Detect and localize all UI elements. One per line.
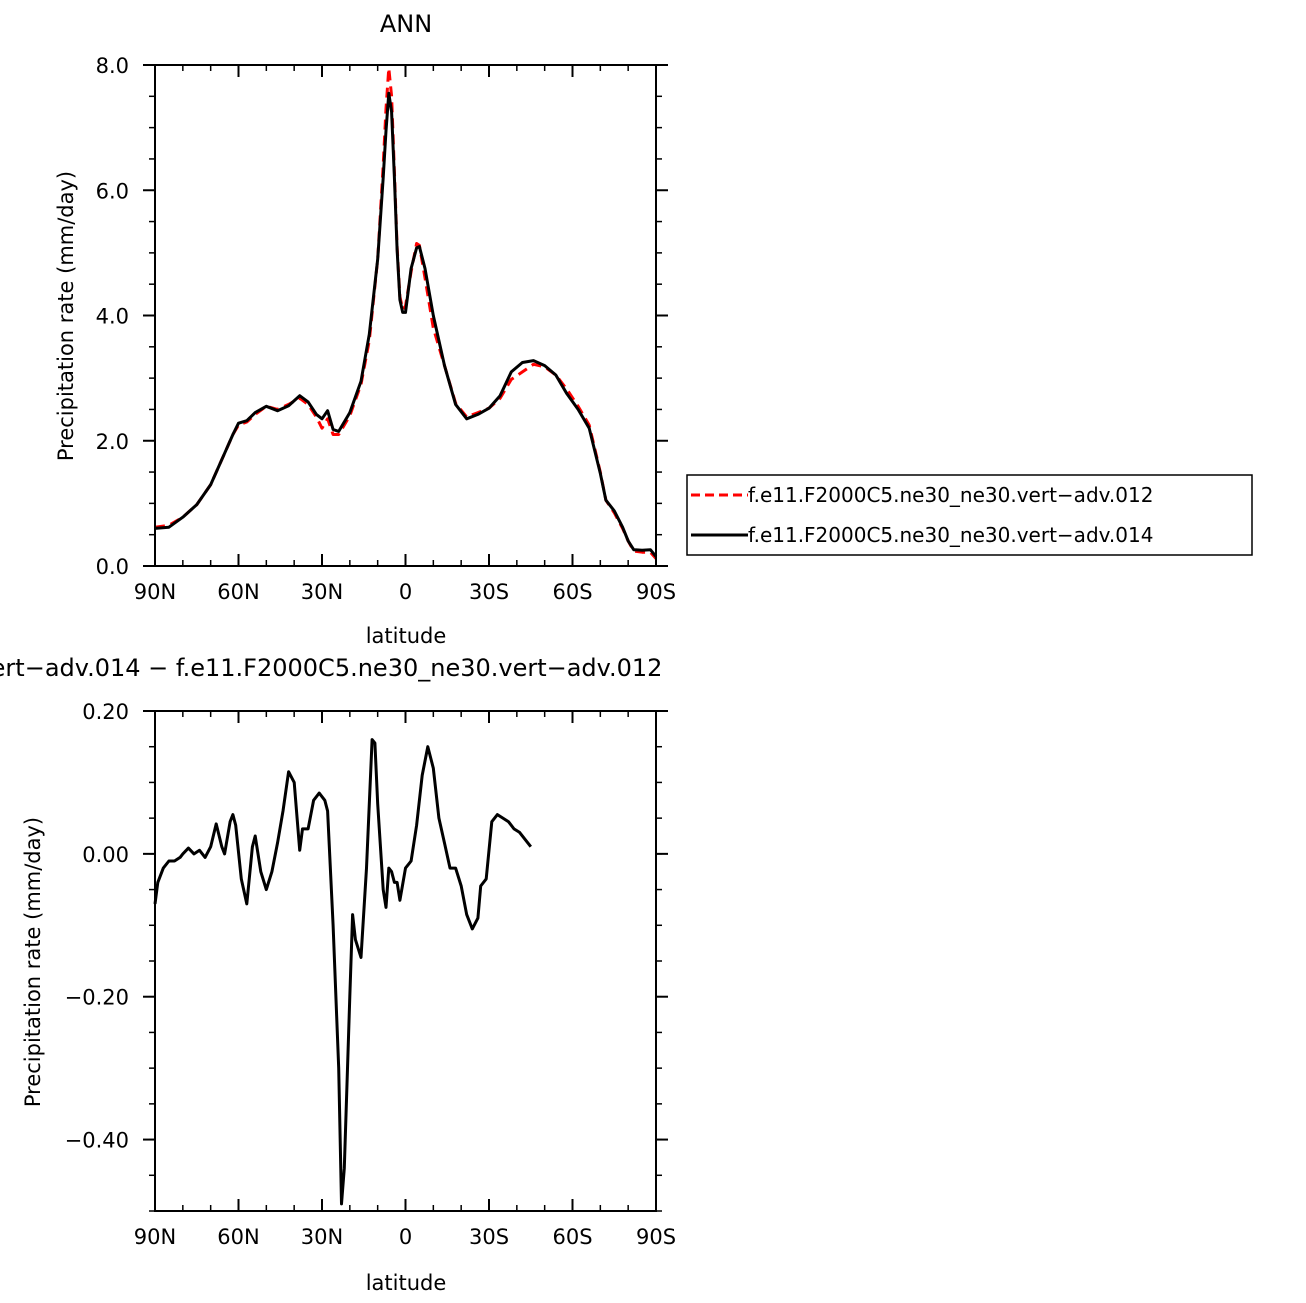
top-x-tick-label: 60N xyxy=(217,580,259,604)
bottom-chart-ylabel: Precipitation rate (mm/day) xyxy=(21,817,45,1107)
bottom-chart-xlabel: latitude xyxy=(366,1271,447,1295)
bottom-plot-frame xyxy=(154,710,657,1212)
bottom-series-lines xyxy=(153,738,532,1206)
bottom-x-tick-label: 0 xyxy=(399,1225,412,1249)
top-y-tick-label: 2.0 xyxy=(96,430,129,454)
legend-entry-1: f.e11.F2000C5.ne30_ne30.vert−adv.012 xyxy=(748,483,1153,507)
top-y-tick-label: 6.0 xyxy=(96,179,129,203)
top-chart-xlabel: latitude xyxy=(366,624,447,648)
bottom-series-line-1 xyxy=(153,738,532,1206)
top-x-tick-label: 30N xyxy=(301,580,343,604)
top-x-tick-label: 60S xyxy=(552,580,592,604)
bottom-x-tick-label: 90N xyxy=(134,1225,176,1249)
bottom-y-tick-label: 0.00 xyxy=(82,843,129,867)
bottom-x-tick-label: 60N xyxy=(217,1225,259,1249)
top-series-lines xyxy=(154,66,658,560)
top-x-tick-label: 90S xyxy=(636,580,676,604)
top-y-tick-label: 8.0 xyxy=(96,54,129,78)
top-y-tick-label: 4.0 xyxy=(96,305,129,329)
bottom-x-tick-label: 60S xyxy=(552,1225,592,1249)
top-chart-title: ANN xyxy=(380,10,432,38)
legend-box xyxy=(686,474,1253,556)
bottom-chart: f.e11.F2000C5.ne30_ne30.vert−adv.014 − f… xyxy=(0,654,676,1295)
bottom-x-tick-label: 30N xyxy=(301,1225,343,1249)
top-y-tick-label: 0.0 xyxy=(96,555,129,579)
bottom-x-tick-label: 90S xyxy=(636,1225,676,1249)
top-chart: ANN 90N 60N 30N 0 30S 60S 90S 0.0 2.0 4.0 6.0 8.0 l… xyxy=(54,10,676,648)
top-ticks: 90N 60N 30N 0 30S 60S 90S 0.0 2.0 4.0 6.0 8.0 xyxy=(96,54,676,604)
top-x-tick-label: 0 xyxy=(399,580,412,604)
bottom-y-tick-label: −0.20 xyxy=(65,986,129,1010)
bottom-chart-title: f.e11.F2000C5.ne30_ne30.vert−adv.014 − f… xyxy=(0,654,662,682)
bottom-y-tick-label: 0.20 xyxy=(82,700,129,724)
top-series-line-2 xyxy=(154,91,658,558)
top-chart-ylabel: Precipitation rate (mm/day) xyxy=(54,171,78,461)
top-plot-frame xyxy=(154,64,657,567)
legend: f.e11.F2000C5.ne30_ne30.vert−adv.012 f.e… xyxy=(686,474,1253,556)
bottom-x-tick-label: 30S xyxy=(469,1225,509,1249)
bottom-y-tick-label: −0.40 xyxy=(65,1129,129,1153)
legend-entry-2: f.e11.F2000C5.ne30_ne30.vert−adv.014 xyxy=(748,523,1153,547)
top-x-tick-label: 30S xyxy=(469,580,509,604)
top-x-tick-label: 90N xyxy=(134,580,176,604)
